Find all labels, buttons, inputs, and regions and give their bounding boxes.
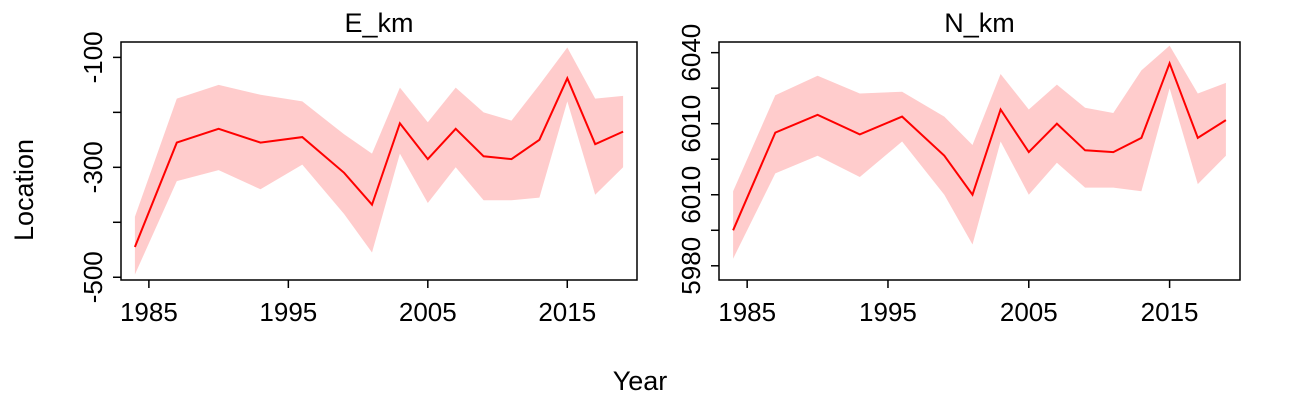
panel-2-series-line bbox=[732, 60, 1227, 231]
panel-1-confidence-band bbox=[134, 47, 624, 275]
panel-2-x-tick-label: 1985 bbox=[718, 297, 776, 327]
panel-1-series-line bbox=[133, 75, 624, 248]
panel-2-y-tick-label: 5980 bbox=[676, 237, 706, 295]
panel-2-y-tick-label: 6010 bbox=[676, 95, 706, 153]
panel-1-y-tick-label: -100 bbox=[78, 31, 108, 83]
figure-x-axis-label: Year bbox=[613, 366, 668, 396]
panel-1-x-tick-label: 2005 bbox=[399, 297, 457, 327]
figure-y-axis-label: Location bbox=[9, 139, 39, 241]
panel-2-y-tick-label: 6040 bbox=[676, 24, 706, 82]
panel-1-x-tick-label: 2015 bbox=[538, 297, 596, 327]
panel-1-x-tick-label: 1995 bbox=[259, 297, 317, 327]
panel-2-x-tick-label: 1995 bbox=[859, 297, 917, 327]
panel-1-x-tick-label: 1985 bbox=[120, 297, 178, 327]
panel-2-confidence-band bbox=[733, 45, 1226, 259]
panel-2-x-tick-label: 2015 bbox=[1141, 297, 1199, 327]
panel-1-title: E_km bbox=[344, 8, 413, 38]
panel-1-y-tick-label: -300 bbox=[78, 141, 108, 193]
panel-2-y-tick-label: 6010 bbox=[676, 166, 706, 224]
panel-2-x-tick-label: 2005 bbox=[1000, 297, 1058, 327]
panel-1-y-tick-label: -500 bbox=[78, 251, 108, 303]
panel-1-frame bbox=[120, 41, 638, 281]
panel-2-title: N_km bbox=[944, 8, 1015, 38]
panel-2-frame bbox=[718, 41, 1241, 281]
